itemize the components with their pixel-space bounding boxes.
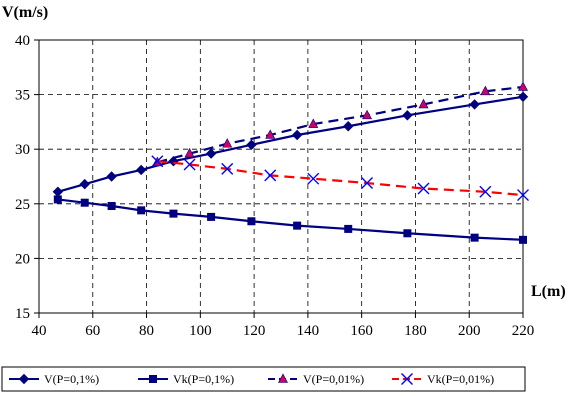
- data-point: [518, 81, 528, 91]
- x-tick-label: 120: [243, 323, 266, 339]
- data-point: [183, 158, 196, 171]
- data-point: [184, 147, 195, 158]
- data-point: [264, 169, 277, 182]
- y-tick-label: 40: [15, 33, 30, 49]
- legend-marker: [401, 373, 413, 385]
- x-marker-stroke: [401, 373, 413, 385]
- data-point: [222, 138, 233, 148]
- data-point: [79, 178, 90, 190]
- data-point: [207, 212, 216, 221]
- data-point: [417, 182, 430, 195]
- y-axis-title: V(m/s): [2, 4, 48, 21]
- x-marker-stroke: [183, 158, 196, 171]
- x-tick-label: 200: [458, 323, 481, 339]
- legend-box: [1, 366, 526, 392]
- data-point: [343, 121, 354, 132]
- legend-entry: Vk(P=0,01%): [392, 372, 494, 386]
- data-point: [53, 195, 62, 204]
- data-point: [470, 233, 479, 242]
- series-layer: [52, 81, 529, 244]
- y-tick-label: 35: [15, 88, 30, 104]
- y-tick-label: 30: [15, 142, 30, 158]
- series-line: [157, 160, 524, 197]
- data-point: [418, 98, 429, 109]
- legend-marker: [278, 373, 288, 383]
- legend-entry: V(P=0,01%): [268, 372, 364, 386]
- x-marker-stroke: [517, 189, 529, 202]
- series-4: [151, 155, 529, 202]
- x-tick-label: 220: [512, 323, 535, 339]
- data-point: [205, 148, 217, 159]
- y-tick-label: 25: [15, 197, 30, 213]
- plot-frame: [38, 39, 524, 314]
- x-marker-stroke: [417, 182, 430, 195]
- data-point: [221, 162, 234, 175]
- data-point: [362, 109, 373, 120]
- series-line: [57, 95, 524, 193]
- grid: [39, 39, 524, 313]
- data-point: [151, 155, 164, 168]
- series-2: [53, 195, 527, 244]
- data-point: [80, 198, 89, 207]
- x-marker-stroke: [307, 172, 320, 185]
- x-tick-label: 40: [32, 323, 47, 339]
- data-point: [517, 91, 529, 102]
- x-marker-stroke: [221, 162, 234, 175]
- x-marker-stroke: [151, 155, 164, 168]
- x-tick-label: 140: [297, 323, 320, 339]
- legend-entry: V(P=0,1%): [9, 372, 99, 386]
- y-tick-label: 15: [15, 306, 30, 322]
- data-point: [308, 118, 319, 128]
- legend-label: V(P=0,01%): [303, 372, 364, 386]
- data-point: [517, 189, 529, 202]
- legend: V(P=0,1%) Vk(P=0,1%) V(P=0,01%) Vk(P=0,01%): [1, 366, 526, 392]
- legend-marker: [149, 375, 157, 383]
- data-point: [469, 99, 480, 110]
- x-marker-stroke: [264, 169, 277, 182]
- legend-entry: Vk(P=0,1%): [138, 372, 234, 386]
- data-point: [361, 177, 374, 190]
- plot-area: [38, 39, 524, 314]
- x-marker-stroke: [479, 185, 492, 198]
- data-point: [293, 221, 302, 230]
- data-point: [291, 129, 303, 141]
- y-tick-label: 20: [15, 251, 30, 267]
- data-point: [247, 217, 256, 226]
- x-marker-stroke: [361, 177, 374, 190]
- data-point: [403, 229, 412, 238]
- data-point: [137, 206, 146, 215]
- series-line: [57, 198, 524, 241]
- data-point: [344, 224, 353, 233]
- x-tick-label: 180: [404, 323, 427, 339]
- data-point: [106, 171, 117, 182]
- ticks: 40 60 80 100 120 140 160 180 200 220 15 20 25 30 35 40: [15, 33, 534, 339]
- series-1: [52, 91, 529, 197]
- data-point: [307, 172, 320, 185]
- data-point: [107, 201, 116, 210]
- x-tick-label: 80: [139, 323, 154, 339]
- x-axis-title: L(m): [531, 283, 566, 300]
- axes: [38, 40, 523, 314]
- legend-marker: [18, 373, 30, 385]
- x-tick-label: 160: [350, 323, 373, 339]
- data-point: [246, 139, 257, 151]
- data-point: [169, 209, 178, 218]
- legend-label: V(P=0,1%): [44, 372, 99, 386]
- data-point: [135, 164, 147, 176]
- data-point: [265, 129, 276, 139]
- data-point: [402, 110, 413, 121]
- x-tick-label: 100: [189, 323, 212, 339]
- legend-label: Vk(P=0,1%): [173, 372, 234, 386]
- data-point: [480, 85, 491, 96]
- x-tick-label: 60: [85, 323, 100, 339]
- legend-label: Vk(P=0,01%): [427, 372, 494, 386]
- data-point: [519, 235, 527, 244]
- data-point: [479, 185, 492, 198]
